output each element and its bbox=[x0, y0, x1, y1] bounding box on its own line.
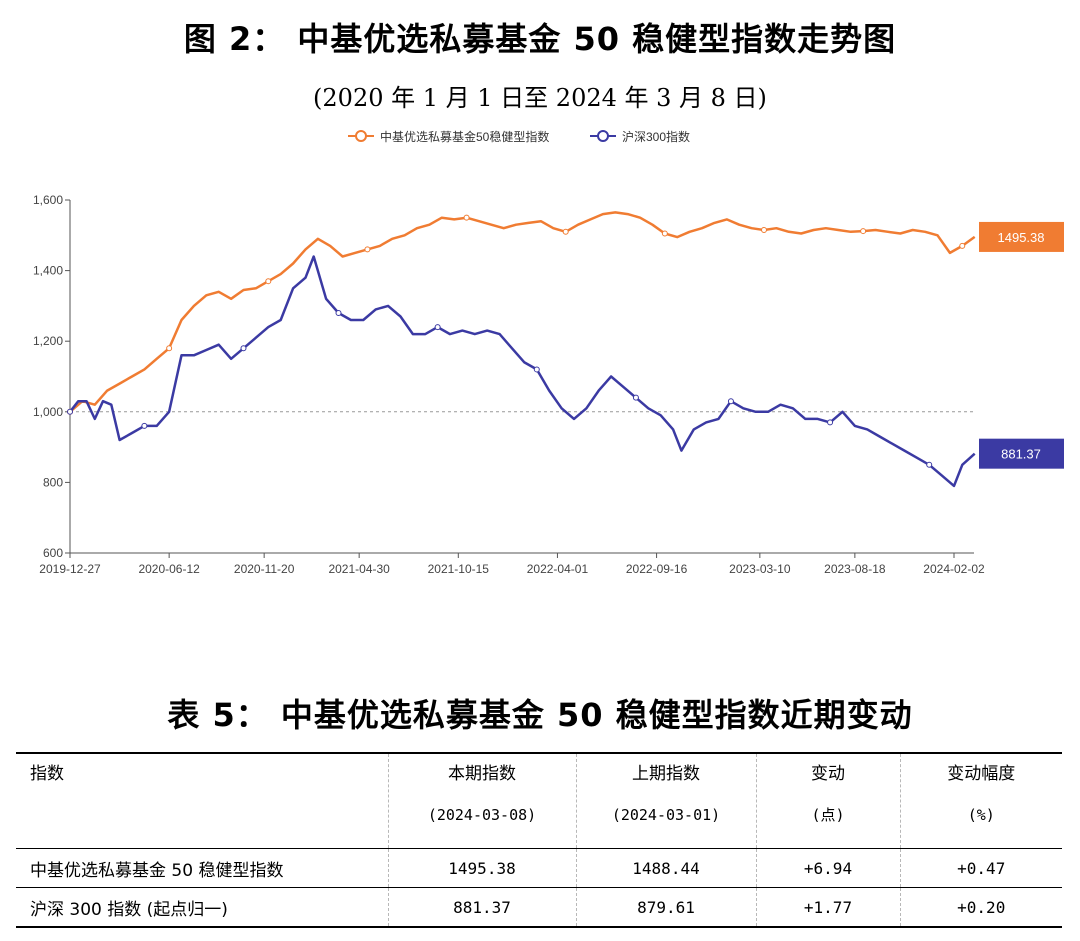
table-row: 沪深 300 指数 (起点归一) 881.37 879.61 +1.77 +0.… bbox=[16, 887, 1062, 928]
y-tick-label: 800 bbox=[43, 475, 63, 489]
series-point-0 bbox=[860, 228, 867, 235]
x-tick-label: 2021-04-30 bbox=[328, 562, 390, 576]
row-change: +1.77 bbox=[755, 887, 900, 928]
legend-marker-0 bbox=[355, 130, 367, 142]
header-previous-date: (2024-03-01) bbox=[611, 806, 721, 824]
y-tick-label: 600 bbox=[43, 546, 63, 560]
legend-label-1: 沪深300指数 bbox=[622, 129, 690, 144]
header-index: 指数 bbox=[16, 752, 388, 849]
y-tick-label: 1,600 bbox=[33, 193, 63, 207]
y-tick-label: 1,200 bbox=[33, 334, 63, 348]
series-point-1 bbox=[926, 461, 933, 468]
series-point-0 bbox=[562, 228, 569, 235]
x-tick-label: 2023-08-18 bbox=[824, 562, 886, 576]
x-tick-label: 2020-06-12 bbox=[138, 562, 200, 576]
header-change-unit: (点) bbox=[811, 806, 845, 824]
header-current-date: (2024-03-08) bbox=[427, 806, 537, 824]
series-point-1 bbox=[434, 324, 441, 331]
table-title: 表 5： 中基优选私募基金 50 稳健型指数近期变动 bbox=[167, 696, 913, 734]
y-tick-label: 1,000 bbox=[33, 405, 63, 419]
series-point-1 bbox=[632, 394, 639, 401]
series-point-0 bbox=[959, 242, 966, 249]
row-name: 中基优选私募基金 50 稳健型指数 bbox=[16, 848, 388, 888]
series-point-0 bbox=[760, 227, 767, 234]
header-change-label: 变动 bbox=[811, 764, 845, 784]
row-pct: +0.47 bbox=[899, 848, 1062, 888]
row-previous: 879.61 bbox=[575, 887, 756, 928]
series-point-1 bbox=[335, 309, 342, 316]
x-tick-label: 2021-10-15 bbox=[428, 562, 490, 576]
figure-title: 图 2： 中基优选私募基金 50 稳健型指数走势图 bbox=[183, 20, 897, 58]
header-current-label: 本期指数 bbox=[448, 764, 516, 784]
x-tick-label: 2022-09-16 bbox=[626, 562, 688, 576]
header-previous: 上期指数 (2024-03-01) bbox=[575, 752, 756, 849]
series-point-1 bbox=[727, 398, 734, 405]
table-header-row: 指数 本期指数 (2024-03-08) 上期指数 (2024-03-01) 变动 (… bbox=[16, 752, 1062, 849]
series-point-0 bbox=[166, 345, 173, 352]
index-change-table: 指数 本期指数 (2024-03-08) 上期指数 (2024-03-01) 变动 (… bbox=[16, 752, 1062, 928]
series-point-1 bbox=[533, 366, 540, 373]
row-name: 沪深 300 指数 (起点归一) bbox=[16, 887, 388, 928]
y-tick-label: 1,400 bbox=[33, 264, 63, 278]
legend-marker-1 bbox=[597, 130, 609, 142]
header-current: 本期指数 (2024-03-08) bbox=[387, 752, 576, 849]
end-label-box-1 bbox=[979, 438, 1064, 469]
series-line-0 bbox=[69, 211, 976, 413]
row-change: +6.94 bbox=[755, 848, 900, 888]
end-label-box-0 bbox=[979, 221, 1064, 252]
x-tick-label: 2019-12-27 bbox=[39, 562, 101, 576]
series-point-1 bbox=[240, 345, 247, 352]
end-label-1: 881.37 bbox=[1001, 447, 1041, 462]
series-point-0 bbox=[661, 230, 668, 237]
series-point-0 bbox=[265, 278, 272, 285]
series-point-0 bbox=[364, 246, 371, 253]
row-pct: +0.20 bbox=[899, 887, 1062, 928]
figure-subtitle: (2020 年 1 月 1 日至 2024 年 3 月 8 日) bbox=[313, 84, 767, 112]
row-previous: 1488.44 bbox=[575, 848, 756, 888]
legend-label-0: 中基优选私募基金50稳健型指数 bbox=[380, 129, 549, 144]
series-point-0 bbox=[463, 214, 470, 221]
row-current: 881.37 bbox=[387, 887, 576, 928]
x-tick-label: 2024-02-02 bbox=[923, 562, 985, 576]
end-label-0: 1495.38 bbox=[998, 230, 1045, 245]
series-point-1 bbox=[67, 408, 73, 415]
header-index-label: 指数 bbox=[30, 764, 64, 784]
header-pct-label: 变动幅度 bbox=[947, 764, 1016, 784]
x-tick-label: 2020-11-20 bbox=[234, 562, 295, 576]
series-point-1 bbox=[827, 419, 834, 426]
series-point-1 bbox=[141, 422, 148, 429]
row-current: 1495.38 bbox=[387, 848, 576, 888]
table-row: 中基优选私募基金 50 稳健型指数 1495.38 1488.44 +6.94 … bbox=[16, 848, 1062, 888]
x-tick-label: 2022-04-01 bbox=[527, 562, 589, 576]
header-pct: 变动幅度 (%) bbox=[899, 752, 1062, 849]
header-pct-unit: (%) bbox=[967, 806, 995, 824]
header-previous-label: 上期指数 bbox=[632, 764, 700, 784]
x-tick-label: 2023-03-10 bbox=[729, 562, 791, 576]
index-trend-chart: 中基优选私募基金50稳健型指数 沪深300指数 600 800 1,000 1,200 1,… bbox=[33, 129, 1064, 576]
header-change: 变动 (点) bbox=[755, 752, 900, 849]
series-line-1 bbox=[69, 255, 976, 488]
